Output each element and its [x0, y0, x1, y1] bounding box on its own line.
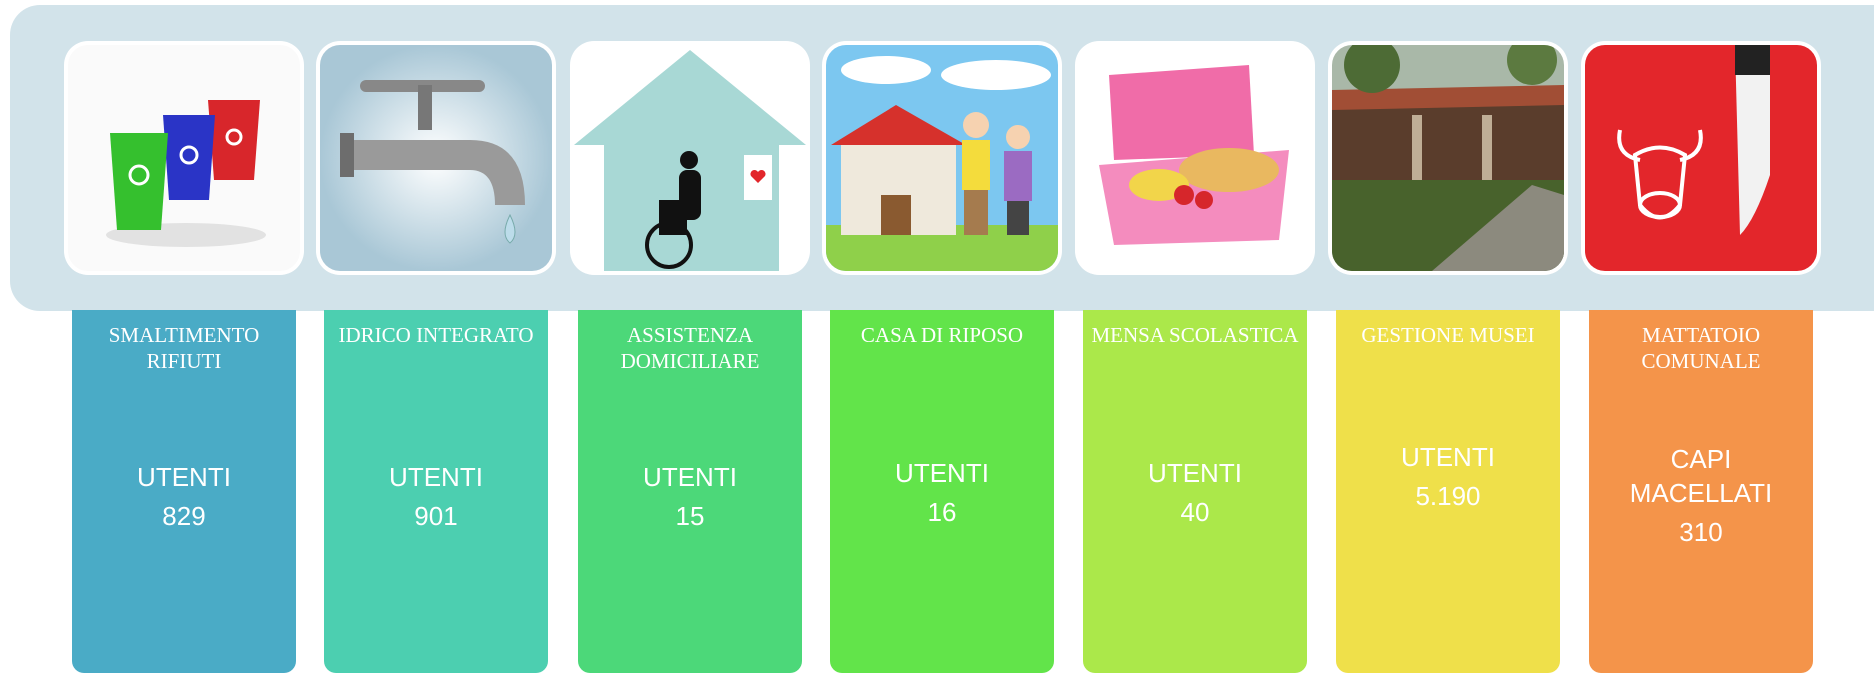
service-title: ASSISTENZA DOMICILIARE — [586, 322, 794, 374]
service-title: MATTATOIO COMUNALE — [1597, 322, 1805, 374]
metric-label: UTENTI — [838, 456, 1046, 490]
service-title: CASA DI RIPOSO — [838, 322, 1046, 348]
metric-value: 829 — [80, 494, 288, 538]
slaughterhouse-image — [1585, 45, 1817, 271]
service-title: MENSA SCOLASTICA — [1091, 322, 1299, 348]
metric-label: UTENTI — [80, 460, 288, 494]
metric-label: CAPI MACELLATI — [1597, 442, 1805, 510]
service-title: GESTIONE MUSEI — [1344, 322, 1552, 348]
metric-value: 5.190 — [1344, 474, 1552, 518]
tap-image — [320, 45, 552, 271]
metric-value: 40 — [1091, 490, 1299, 534]
metric-value: 16 — [838, 490, 1046, 534]
service-title: SMALTIMENTO RIFIUTI — [80, 322, 288, 374]
service-title: IDRICO INTEGRATO — [332, 322, 540, 348]
metric-label: UTENTI — [586, 460, 794, 494]
metric-value: 15 — [586, 494, 794, 538]
lunchbox-image — [1079, 45, 1311, 271]
metric-value: 310 — [1597, 510, 1805, 554]
retirement-home-image — [826, 45, 1058, 271]
metric-value: 901 — [332, 494, 540, 538]
page: {"cards": [ {"title": "SMALTIMENTO RIFIU… — [0, 0, 1874, 673]
museum-image — [1332, 45, 1564, 271]
home-care-image — [574, 45, 806, 271]
metric-label: UTENTI — [1344, 440, 1552, 474]
metric-label: UTENTI — [1091, 456, 1299, 490]
bins-image — [68, 45, 300, 271]
metric-label: UTENTI — [332, 460, 540, 494]
